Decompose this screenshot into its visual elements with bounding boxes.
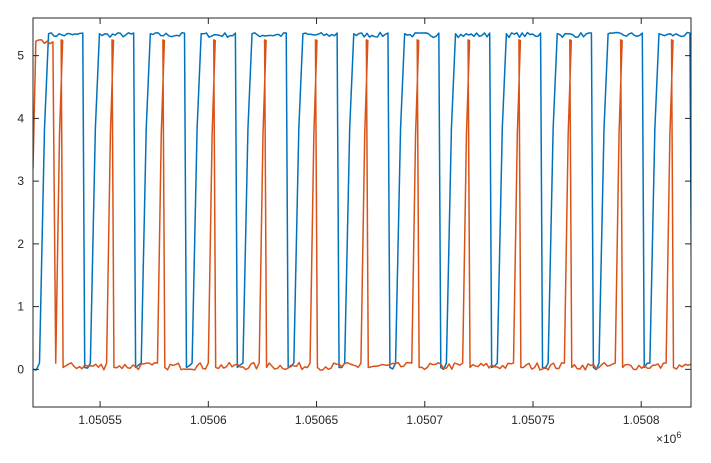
y-tick-label: 5 <box>17 49 24 63</box>
axes-box <box>32 17 692 408</box>
x-tick-label: 1.0508 <box>623 413 660 427</box>
series-layer <box>33 31 691 371</box>
y-tick-label: 0 <box>17 362 24 376</box>
x-tick-label: 1.05075 <box>511 413 555 427</box>
y-tick-label: 3 <box>17 174 24 188</box>
series-line-2 <box>33 38 691 371</box>
y-tick-label: 4 <box>17 111 24 125</box>
series-line-1 <box>33 31 691 371</box>
x-tick-label: 1.0506 <box>190 413 227 427</box>
x-tick-label: 1.05065 <box>295 413 339 427</box>
x-axis-multiplier: ×106 <box>656 430 681 446</box>
y-tick-label: 2 <box>17 237 24 251</box>
x-tick-label: 1.05055 <box>78 413 122 427</box>
y-tick-label: 1 <box>17 300 24 314</box>
x-tick-label: 1.0507 <box>406 413 443 427</box>
ticks-layer: 1.05055 1.0506 1.05065 1.0507 1.05075 1.0508 0… <box>17 18 691 427</box>
